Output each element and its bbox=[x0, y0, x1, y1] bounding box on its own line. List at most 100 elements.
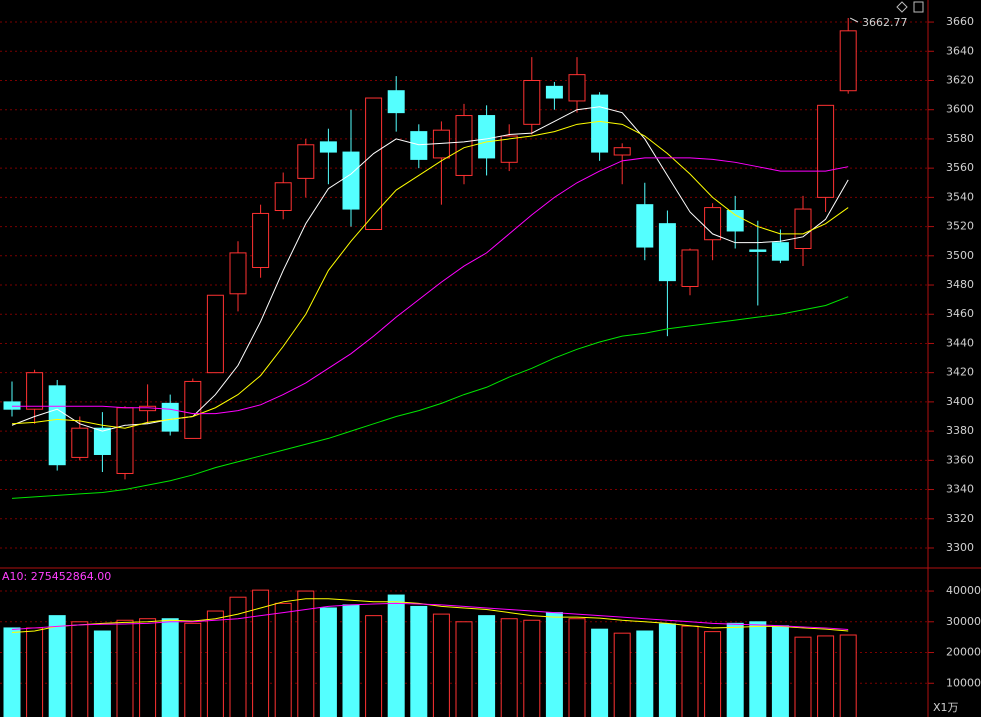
volume-bar bbox=[139, 618, 157, 717]
candle-body bbox=[26, 372, 44, 410]
candle-body bbox=[704, 207, 722, 241]
volume-bar bbox=[48, 615, 66, 717]
volume-bar bbox=[319, 607, 337, 717]
y-tick-label: 3400 bbox=[946, 395, 974, 408]
volume-bar bbox=[116, 619, 134, 717]
volume-bar bbox=[410, 605, 428, 717]
y-tick-label: 3460 bbox=[946, 307, 974, 320]
volume-bar bbox=[342, 604, 360, 717]
y-tick-label: 3640 bbox=[946, 44, 974, 57]
candle-body bbox=[478, 115, 496, 159]
volume-bar bbox=[184, 622, 202, 717]
candle-body bbox=[93, 427, 111, 455]
volume-bar bbox=[613, 632, 631, 717]
y-tick-label: 3480 bbox=[946, 278, 974, 291]
ma-line bbox=[11, 296, 849, 499]
ma-line bbox=[12, 157, 849, 415]
candle-body bbox=[794, 208, 812, 249]
candle-body bbox=[184, 380, 202, 439]
high-annotation: 3662.77 bbox=[862, 16, 908, 29]
y-tick-label: 30000 bbox=[946, 615, 981, 628]
volume-bar bbox=[817, 635, 835, 717]
candle-body bbox=[817, 104, 835, 198]
candle-body bbox=[161, 402, 179, 432]
volume-bar bbox=[432, 613, 450, 717]
volume-bar bbox=[568, 618, 586, 717]
candle-body bbox=[500, 135, 518, 163]
volume-bar bbox=[229, 596, 247, 717]
y-tick-label: 10000 bbox=[946, 676, 981, 689]
volume-bar bbox=[726, 622, 744, 717]
volume-bar bbox=[26, 627, 44, 717]
volume-bar bbox=[839, 634, 857, 717]
volume-bar bbox=[274, 602, 292, 717]
candle-body bbox=[636, 204, 654, 248]
volume-bar bbox=[71, 621, 89, 717]
candle-body bbox=[206, 294, 224, 374]
y-tick-label: 3500 bbox=[946, 249, 974, 262]
volume-bar bbox=[478, 615, 496, 717]
y-tick-label: 3540 bbox=[946, 190, 974, 203]
volume-bar bbox=[206, 610, 224, 717]
y-tick-label: 3320 bbox=[946, 512, 974, 525]
volume-bar bbox=[591, 628, 609, 717]
y-tick-label: 20000 bbox=[946, 646, 981, 659]
volume-bar bbox=[297, 590, 315, 717]
candle-body bbox=[252, 212, 270, 268]
y-tick-label: 3600 bbox=[946, 103, 974, 116]
y-tick-label: 3340 bbox=[946, 483, 974, 496]
volume-bar bbox=[365, 615, 383, 717]
volume-bar bbox=[545, 612, 563, 717]
candle-body bbox=[319, 141, 337, 153]
volume-label: A10: 275452864.00 bbox=[2, 570, 111, 583]
y-tick-label: 3620 bbox=[946, 73, 974, 86]
ma-line bbox=[11, 598, 849, 634]
y-tick-label: 3580 bbox=[946, 132, 974, 145]
volume-bar bbox=[500, 618, 518, 717]
y-tick-label: 3520 bbox=[946, 220, 974, 233]
volume-bar bbox=[93, 630, 111, 717]
y-tick-label: 40000 bbox=[946, 584, 981, 597]
ma-line bbox=[11, 120, 849, 429]
candle-body bbox=[455, 115, 473, 176]
candle-body bbox=[613, 147, 631, 156]
unit-label: X1万 bbox=[933, 701, 959, 714]
candle-body bbox=[387, 90, 405, 114]
candle-body bbox=[545, 85, 563, 99]
candle-body bbox=[681, 249, 699, 287]
volume-bar bbox=[794, 636, 812, 717]
y-tick-label: 3560 bbox=[946, 161, 974, 174]
y-tick-label: 3380 bbox=[946, 424, 974, 437]
y-tick-label: 3660 bbox=[946, 15, 974, 28]
candle-body bbox=[48, 385, 66, 466]
candle-body bbox=[658, 223, 676, 282]
candle-body bbox=[274, 182, 292, 212]
candle-body bbox=[297, 144, 315, 179]
candle-body bbox=[410, 131, 428, 160]
y-tick-label: 3360 bbox=[946, 453, 974, 466]
volume-bar bbox=[387, 594, 405, 717]
candle-body bbox=[568, 74, 586, 102]
candle-body bbox=[116, 407, 134, 474]
volume-bar bbox=[252, 589, 270, 717]
volume-bar bbox=[681, 625, 699, 717]
candle-body bbox=[523, 79, 541, 125]
candle-body bbox=[365, 97, 383, 231]
y-tick-label: 3300 bbox=[946, 541, 974, 554]
ma-line bbox=[11, 602, 849, 630]
volume-bar bbox=[161, 618, 179, 717]
candle-body bbox=[771, 242, 789, 261]
diamond-icon bbox=[896, 1, 908, 13]
volume-bar bbox=[3, 627, 21, 717]
volume-bar bbox=[658, 623, 676, 717]
box-icon bbox=[913, 1, 924, 13]
candle-body bbox=[3, 401, 21, 410]
volume-bar bbox=[523, 619, 541, 717]
candle-body bbox=[342, 151, 360, 210]
ma-line bbox=[11, 106, 849, 432]
volume-bar bbox=[636, 630, 654, 717]
volume-bar bbox=[704, 631, 722, 717]
y-tick-label: 3420 bbox=[946, 366, 974, 379]
candle-body bbox=[591, 94, 609, 153]
